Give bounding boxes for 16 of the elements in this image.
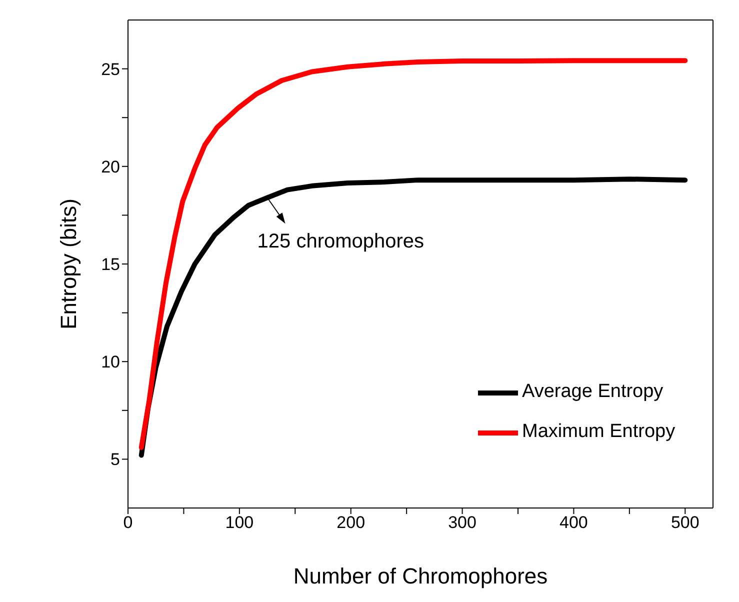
x-tick-label: 100 bbox=[225, 513, 254, 532]
y-tick-label: 10 bbox=[101, 352, 120, 372]
x-tick-label: 0 bbox=[123, 513, 133, 532]
x-tick-label: 400 bbox=[560, 513, 588, 532]
legend-label: Average Entropy bbox=[522, 381, 664, 402]
annotation: 125 chromophores bbox=[257, 230, 424, 253]
x-tick-label: 200 bbox=[336, 513, 366, 532]
x-tick-label: 300 bbox=[448, 513, 476, 532]
legend-label: Maximum Entropy bbox=[522, 421, 676, 442]
y-tick-label: 15 bbox=[101, 255, 120, 274]
y-axis-title: Entropy (bits) bbox=[56, 198, 81, 330]
y-tick-label: 20 bbox=[101, 157, 120, 176]
x-axis-title: Number of Chromophores bbox=[293, 564, 548, 589]
y-tick-label: 25 bbox=[101, 60, 120, 79]
y-tick-label: 5 bbox=[110, 450, 120, 470]
x-tick-label: 500 bbox=[670, 513, 700, 532]
